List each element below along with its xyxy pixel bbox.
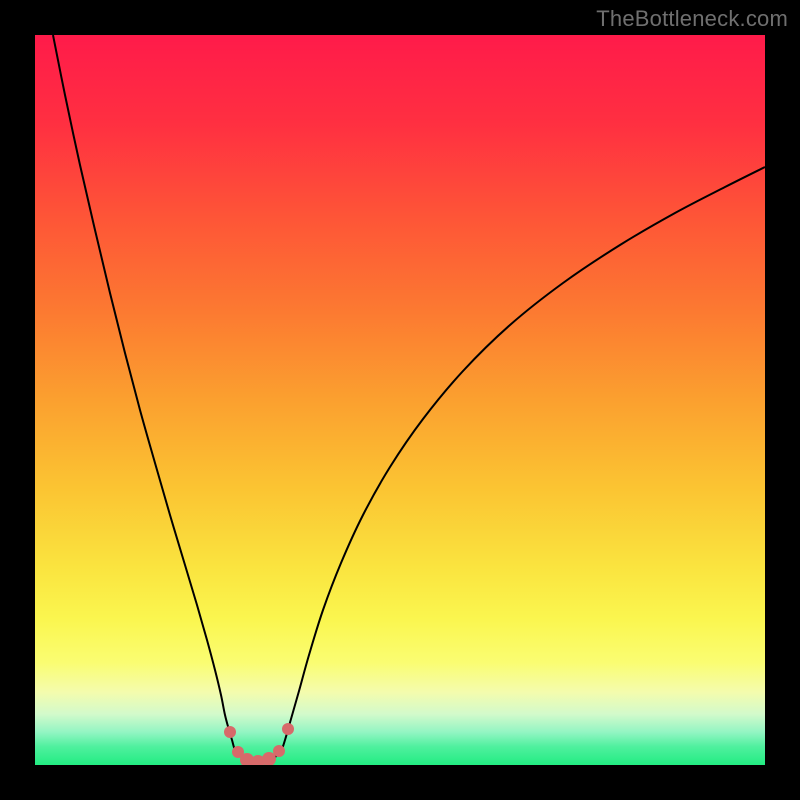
plot-area [35, 35, 765, 765]
watermark-text: TheBottleneck.com [596, 6, 788, 32]
chart-frame: TheBottleneck.com [0, 0, 800, 800]
valley-marker [273, 745, 285, 757]
curve-layer [35, 35, 765, 765]
valley-marker [282, 723, 294, 735]
valley-marker [224, 726, 236, 738]
bottleneck-curve [53, 35, 765, 762]
